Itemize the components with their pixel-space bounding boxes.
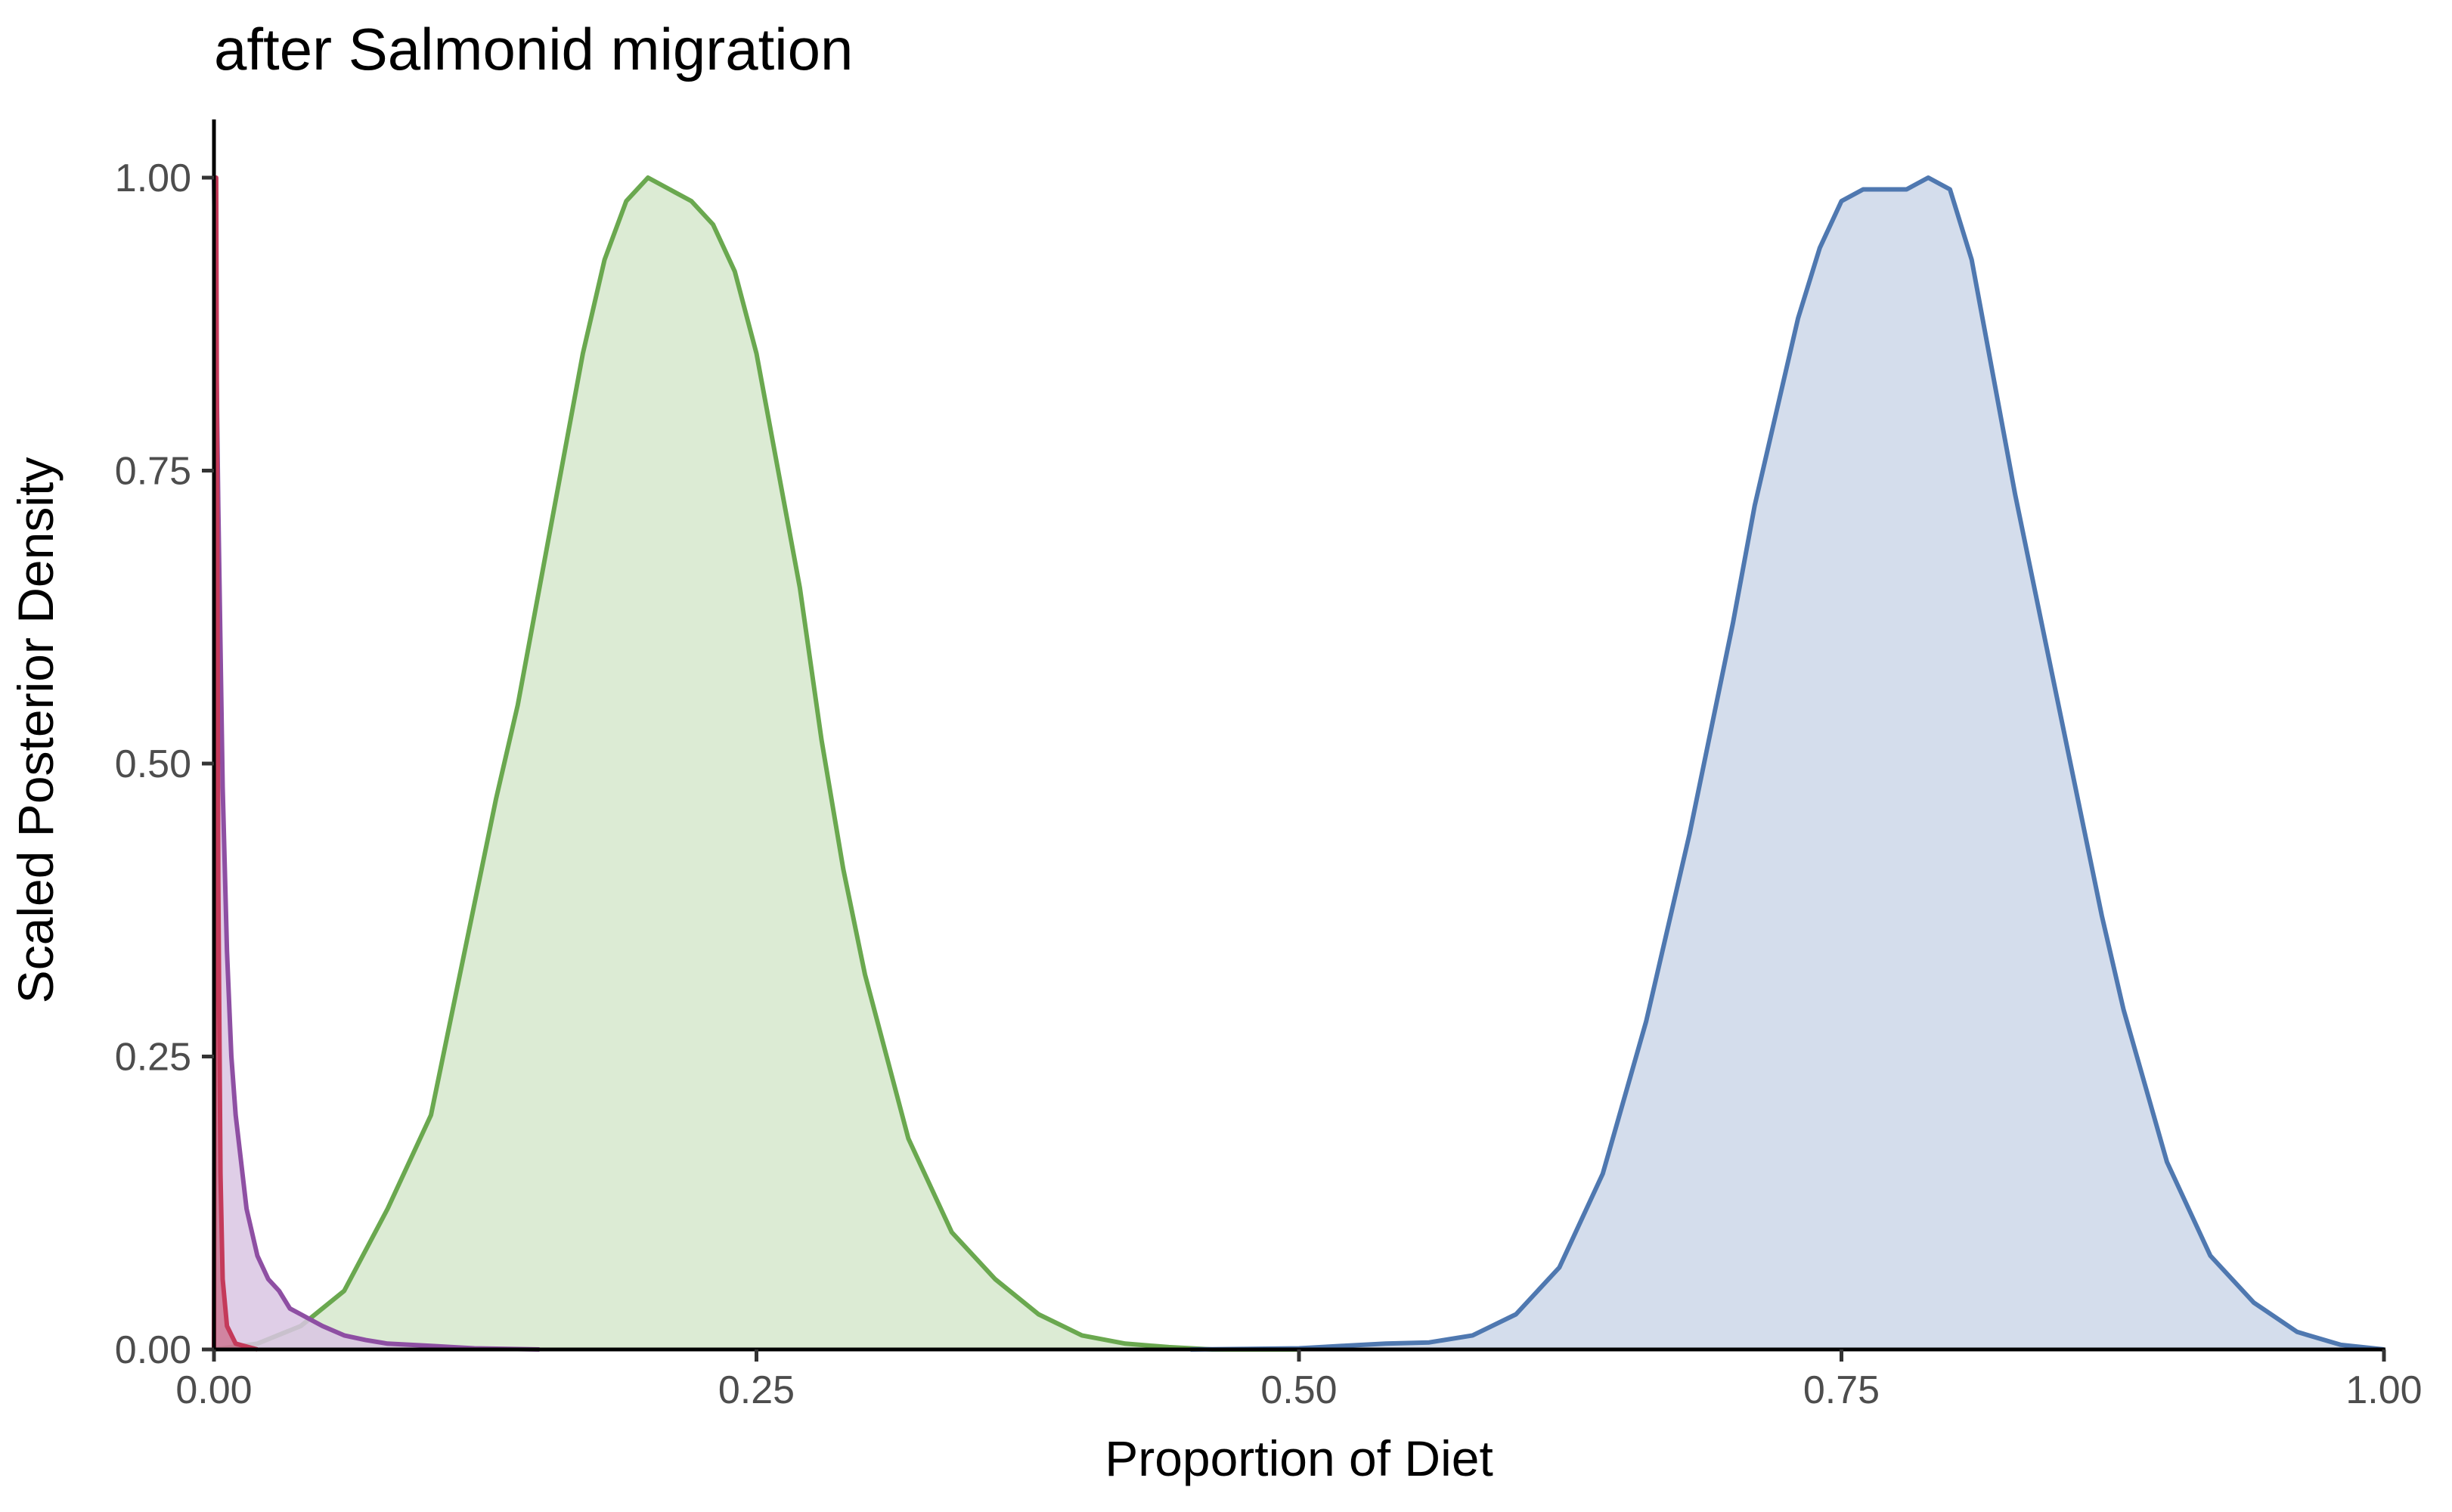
y-axis-ticks: 0.00 0.25 0.50 0.75 1.00 [115,156,214,1372]
density-line-series-2 [212,177,540,1352]
chart-title: after Salmonid migration [214,16,853,82]
x-axis-title: Proportion of Diet [1105,1430,1493,1486]
x-tick-label: 0.25 [718,1368,795,1412]
density-line-series-1 [212,175,259,1352]
x-tick-label: 0.75 [1803,1368,1880,1412]
density-area-series-3 [214,178,1299,1349]
x-axis-ticks: 0.00 0.25 0.50 0.75 1.00 [175,1349,2423,1412]
y-tick-label: 1.00 [115,156,191,200]
y-tick-label: 0.25 [115,1036,191,1080]
y-tick-label: 0.00 [115,1328,191,1372]
x-tick-label: 0.50 [1260,1368,1337,1412]
y-tick-label: 0.50 [115,742,191,786]
density-area-series-1 [214,178,258,1349]
density-line-series-3 [213,175,1299,1352]
density-line-series-4 [1190,175,2385,1352]
density-area-series-2 [214,178,540,1349]
y-tick-label: 0.75 [115,450,191,494]
y-axis-title: Scaled Posterior Density [8,457,64,1004]
x-tick-label: 0.00 [175,1368,252,1412]
density-area-series-4 [1190,178,2384,1349]
density-series-group [212,175,2385,1352]
x-tick-label: 1.00 [2345,1368,2422,1412]
